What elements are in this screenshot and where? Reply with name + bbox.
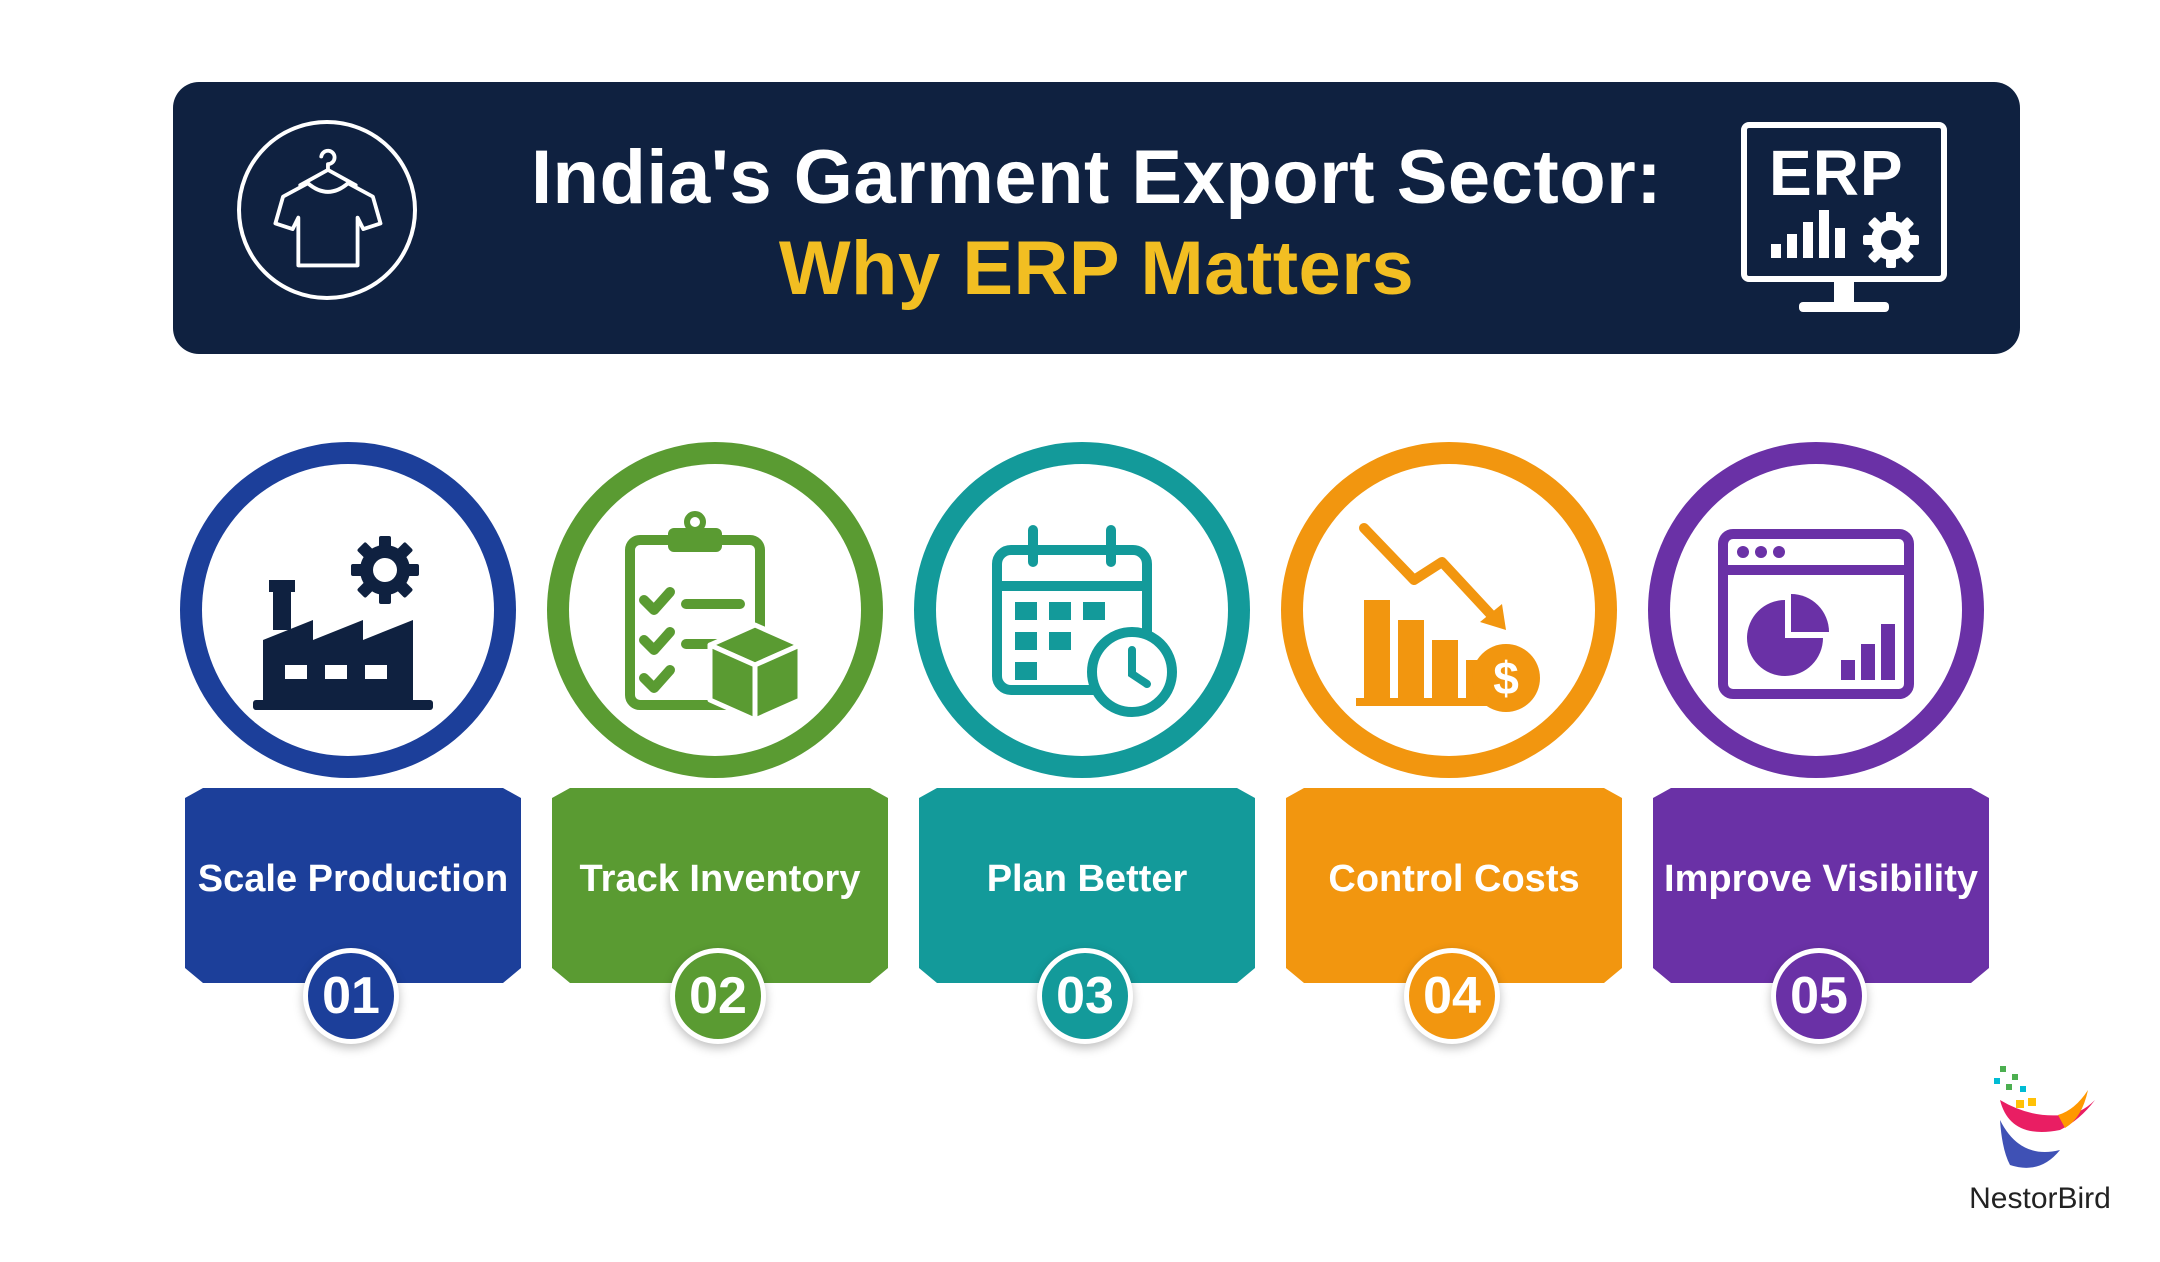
card-label: Scale Production — [197, 858, 509, 900]
bird-logo-icon — [1994, 1066, 2095, 1168]
card-scale-production: Scale Production 01 — [173, 438, 533, 1078]
step-number-badge: 05 — [1771, 948, 1867, 1044]
card-plan-better: Plan Better 03 — [907, 438, 1267, 1078]
svg-text:$: $ — [1493, 652, 1519, 704]
brand-name: NestorBird — [1969, 1182, 2111, 1215]
monitor-frame — [1741, 122, 1947, 282]
step-number-badge: 04 — [1404, 948, 1500, 1044]
erp-label: ERP — [1769, 137, 1904, 209]
clipboard-box-icon — [625, 511, 803, 723]
card-label: Track Inventory — [579, 858, 861, 900]
dashboard-chart-icon — [1718, 529, 1914, 699]
t-shirt-hanger-icon — [237, 120, 417, 300]
card-label: Improve Visibility — [1664, 858, 1978, 900]
factory-gear-icon — [253, 536, 433, 710]
calendar-clock-icon — [992, 525, 1177, 717]
falling-cost-icon: $ — [1356, 523, 1540, 712]
brand-logo: NestorBird — [1950, 1060, 2130, 1240]
card-background — [180, 442, 521, 983]
title-banner: India's Garment Export Sector: Why ERP M… — [173, 82, 2020, 354]
card-label: Control Costs — [1328, 858, 1580, 900]
card-improve-visibility: Improve Visibility 05 — [1641, 438, 2001, 1078]
card-track-inventory: Track Inventory 02 — [540, 438, 900, 1078]
page-title: India's Garment Export Sector: — [530, 135, 1663, 220]
card-label: Plan Better — [986, 858, 1188, 900]
page-subtitle: Why ERP Matters — [778, 226, 1415, 311]
step-number-badge: 03 — [1037, 948, 1133, 1044]
card-control-costs: $ Control Costs 04 — [1274, 438, 1634, 1078]
step-number-badge: 01 — [303, 948, 399, 1044]
step-number-badge: 02 — [670, 948, 766, 1044]
erp-monitor-icon: ERP — [1741, 122, 1957, 322]
